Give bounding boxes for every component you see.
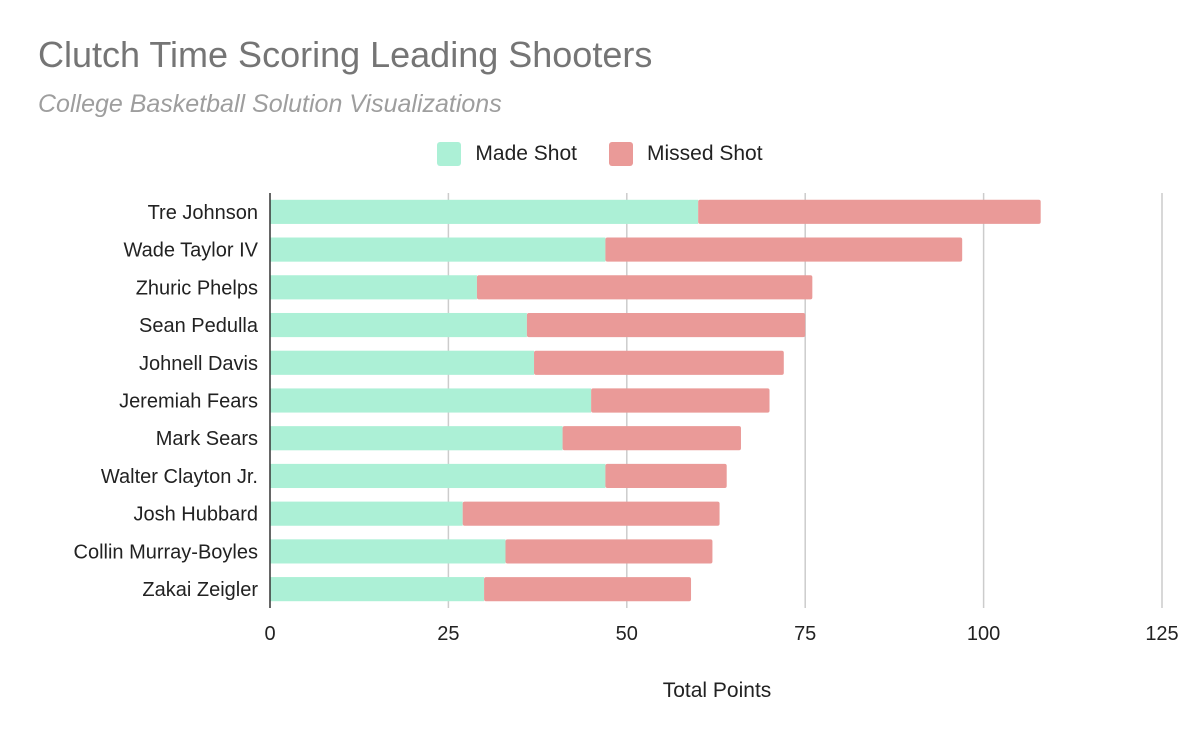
category-label-mark-sears: Mark Sears [156, 428, 258, 450]
category-label-tre-johnson: Tre Johnson [148, 202, 258, 224]
chart-title: Clutch Time Scoring Leading Shooters [38, 34, 653, 75]
bar-walter-clayton-jr-made-shot[interactable] [270, 463, 606, 489]
x-tick-label-25: 25 [437, 623, 459, 645]
category-label-josh-hubbard: Josh Hubbard [133, 504, 258, 526]
category-label-jeremiah-fears: Jeremiah Fears [119, 391, 258, 413]
bar-sean-pedulla-made-shot[interactable] [270, 312, 527, 338]
x-tick-labels: 0 25 50 75 100 125 [264, 623, 1178, 645]
bar-zhuric-phelps-missed-shot[interactable] [476, 275, 813, 300]
bar-zakai-zeigler-made-shot[interactable] [270, 577, 485, 602]
bar-mark-sears-made-shot[interactable] [270, 426, 563, 451]
x-tick-label-100: 100 [967, 623, 1000, 645]
bar-josh-hubbard-made-shot[interactable] [270, 501, 463, 526]
bar-josh-hubbard-missed-shot[interactable] [462, 501, 720, 526]
bar-wade-taylor-iv-missed-shot[interactable] [605, 237, 963, 262]
bar-collin-murray-boyles-made-shot[interactable] [270, 539, 506, 564]
legend: Made Shot Missed Shot [0, 142, 1200, 166]
bar-mark-sears-missed-shot[interactable] [562, 426, 741, 451]
x-tick-label-75: 75 [794, 623, 816, 645]
x-axis-title: Total Points [662, 679, 772, 702]
legend-label-missed-shot: Missed Shot [647, 142, 763, 165]
bar-johnell-davis-missed-shot[interactable] [534, 350, 784, 375]
legend-label-made-shot: Made Shot [475, 142, 577, 165]
bar-jeremiah-fears-missed-shot[interactable] [591, 388, 770, 413]
category-label-johnell-davis: Johnell Davis [139, 353, 258, 375]
legend-item-made-shot[interactable]: Made Shot [437, 142, 577, 166]
category-label-wade-taylor-iv: Wade Taylor IV [123, 240, 258, 262]
bar-collin-murray-boyles-missed-shot[interactable] [505, 539, 713, 564]
bar-tre-johnson-made-shot[interactable] [270, 199, 699, 224]
category-labels: Tre Johnson Wade Taylor IV Zhuric Phelps Se… [74, 202, 259, 601]
x-tick-label-50: 50 [616, 623, 638, 645]
chart-subtitle: College Basketball Solution Visualizatio… [38, 90, 502, 118]
x-tick-label-0: 0 [264, 623, 275, 645]
category-label-zakai-zeigler: Zakai Zeigler [142, 579, 258, 601]
bars [270, 199, 1041, 602]
category-label-sean-pedulla: Sean Pedulla [139, 315, 259, 337]
bar-zhuric-phelps-made-shot[interactable] [270, 275, 477, 300]
legend-swatch-missed-shot [609, 142, 633, 166]
bar-zakai-zeigler-missed-shot[interactable] [484, 577, 692, 602]
bar-walter-clayton-jr-missed-shot[interactable] [605, 463, 727, 489]
bar-johnell-davis-made-shot[interactable] [270, 350, 535, 375]
legend-swatch-made-shot [437, 142, 462, 166]
bar-tre-johnson-missed-shot[interactable] [698, 199, 1041, 224]
bar-wade-taylor-iv-made-shot[interactable] [270, 237, 606, 262]
category-label-collin-murray-boyles: Collin Murray-Boyles [74, 541, 259, 563]
bar-sean-pedulla-missed-shot[interactable] [526, 312, 806, 338]
legend-item-missed-shot[interactable]: Missed Shot [609, 142, 763, 166]
bar-jeremiah-fears-made-shot[interactable] [270, 388, 592, 413]
x-tick-label-125: 125 [1145, 623, 1178, 645]
category-label-zhuric-phelps: Zhuric Phelps [136, 277, 258, 299]
category-label-walter-clayton-jr: Walter Clayton Jr. [101, 466, 258, 488]
